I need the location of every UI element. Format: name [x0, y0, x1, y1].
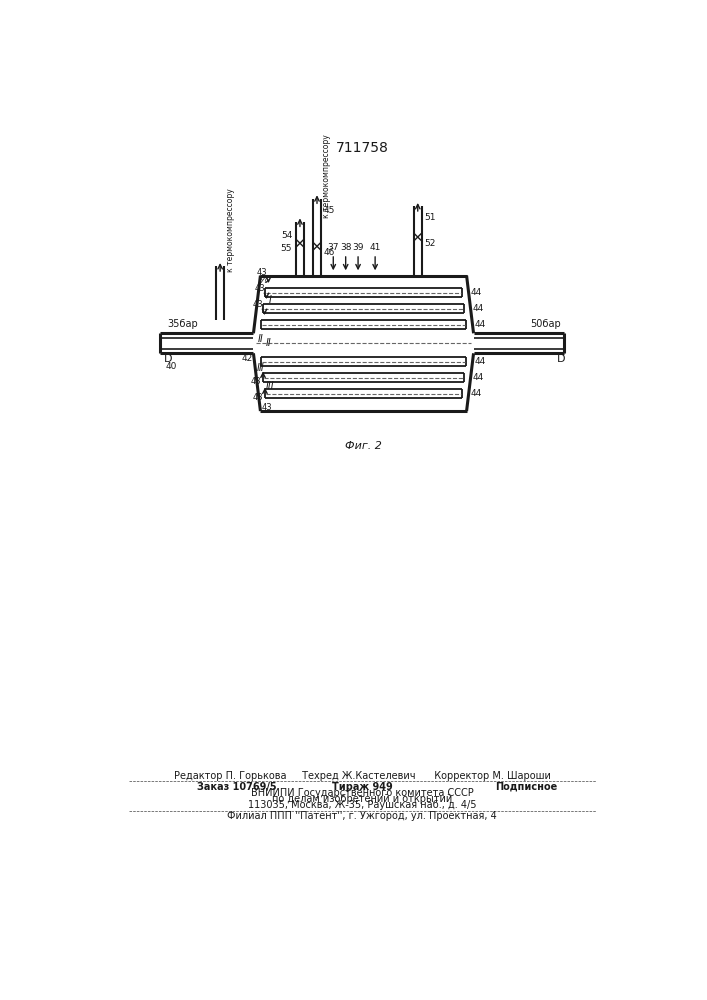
Text: 38: 38: [340, 243, 351, 252]
Text: 44: 44: [471, 288, 482, 297]
Text: 40: 40: [165, 362, 177, 371]
Text: ВНИИПИ Государственного комитета СССР: ВНИИПИ Государственного комитета СССР: [250, 788, 473, 798]
Text: 44: 44: [474, 320, 486, 329]
Text: Ⅱ: Ⅱ: [258, 334, 263, 344]
Text: Подписное: Подписное: [495, 782, 557, 792]
Text: 44: 44: [473, 373, 484, 382]
Text: II: II: [265, 338, 271, 348]
Text: 55: 55: [281, 244, 292, 253]
Text: 42: 42: [242, 354, 253, 363]
Text: 46: 46: [324, 248, 335, 257]
Text: 39: 39: [352, 243, 364, 252]
Text: Ⅲ: Ⅲ: [257, 363, 264, 373]
Text: 43: 43: [252, 393, 263, 402]
Text: 44: 44: [473, 304, 484, 313]
Text: к термокомпрессору: к термокомпрессору: [322, 134, 332, 218]
Text: Тираж 949: Тираж 949: [332, 782, 392, 792]
Text: 43: 43: [262, 403, 272, 412]
Text: 43: 43: [252, 300, 263, 309]
Text: 45: 45: [324, 206, 335, 215]
Text: 113035, Москва, Ж-35, Раушская наб., д. 4/5: 113035, Москва, Ж-35, Раушская наб., д. …: [247, 800, 477, 810]
Text: 37: 37: [327, 243, 339, 252]
Text: ⅑: ⅑: [258, 275, 267, 285]
Text: 52: 52: [425, 239, 436, 248]
Text: Филиал ППП ''Патент'', г. Ужгород, ул. Проектная, 4: Филиал ППП ''Патент'', г. Ужгород, ул. П…: [227, 811, 497, 821]
Text: 44: 44: [474, 357, 486, 366]
Text: D: D: [164, 354, 173, 364]
Text: 51: 51: [425, 213, 436, 222]
Text: 35бар: 35бар: [168, 319, 198, 329]
Text: I: I: [269, 295, 272, 305]
Text: 44: 44: [471, 389, 482, 398]
Text: 41: 41: [370, 243, 381, 252]
Text: 43: 43: [251, 377, 262, 386]
Text: Фиг. 2: Фиг. 2: [345, 441, 382, 451]
Text: D: D: [557, 354, 566, 364]
Text: Редактор П. Горькова     Техред Ж.Кастелевич      Корректор М. Шароши: Редактор П. Горькова Техред Ж.Кастелевич…: [173, 771, 550, 781]
Text: Заказ 10769/5: Заказ 10769/5: [197, 782, 276, 792]
Text: 711758: 711758: [336, 141, 388, 155]
Text: к термокомпрессору: к термокомпрессору: [226, 189, 235, 272]
Text: 50бар: 50бар: [530, 319, 561, 329]
Text: по делам изобретений и открытий: по делам изобретений и открытий: [271, 794, 452, 804]
Text: 43: 43: [256, 268, 267, 277]
Text: 43: 43: [255, 284, 265, 293]
Text: III: III: [267, 381, 275, 391]
Text: 54: 54: [281, 231, 292, 240]
